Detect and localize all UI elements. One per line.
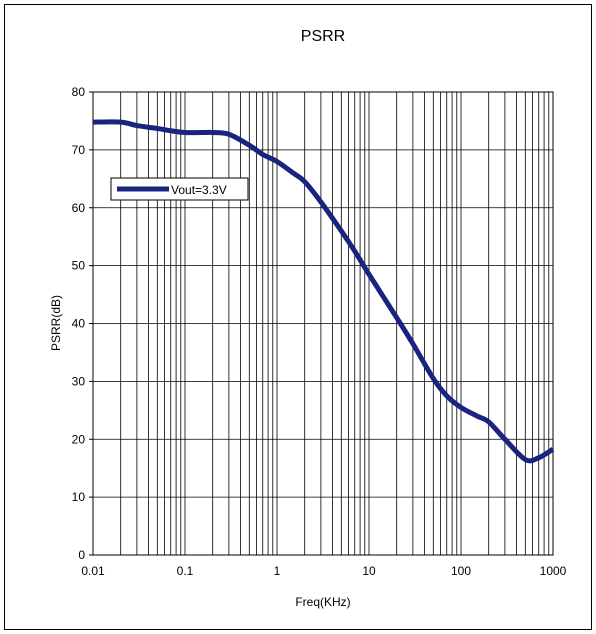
x-tick-label: 10: [362, 564, 376, 578]
y-tick-label: 20: [72, 432, 86, 446]
legend: Vout=3.3V: [110, 177, 249, 201]
x-tick-label: 0.1: [177, 564, 194, 578]
tick-labels: 0 10 20 30 40 50 60 70 80 0.01 0.1 1 10 100 1000: [72, 85, 567, 578]
chart-title: PSRR: [301, 28, 345, 45]
x-tick-label: 0.01: [81, 564, 105, 578]
y-tick-label: 80: [72, 85, 86, 99]
grid-lines: [93, 92, 553, 555]
x-tick-label: 1000: [540, 564, 567, 578]
y-tick-label: 50: [72, 259, 86, 273]
x-axis-label: Freq(KHz): [295, 595, 350, 609]
y-tick-label: 10: [72, 490, 86, 504]
series-line-vout-3-3v: [92, 119, 555, 464]
y-axis-label: PSRR(dB): [49, 295, 63, 351]
y-tick-label: 40: [72, 317, 86, 331]
y-tick-label: 70: [72, 143, 86, 157]
chart-frame: 0 10 20 30 40 50 60 70 80 0.01 0.1 1 10 100 1000 PSRR …: [4, 4, 592, 630]
y-tick-label: 30: [72, 374, 86, 388]
series-lines: [92, 119, 555, 464]
legend-box: [110, 177, 249, 201]
x-tick-label: 1: [274, 564, 281, 578]
y-tick-label: 0: [78, 548, 85, 562]
y-tick-label: 60: [72, 201, 86, 215]
x-tick-label: 100: [451, 564, 471, 578]
legend-label-vout-3-3v: Vout=3.3V: [171, 183, 227, 197]
